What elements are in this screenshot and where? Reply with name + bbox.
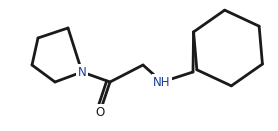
Text: NH: NH [153,75,171,89]
Text: O: O [95,105,105,119]
Text: N: N [78,66,86,78]
